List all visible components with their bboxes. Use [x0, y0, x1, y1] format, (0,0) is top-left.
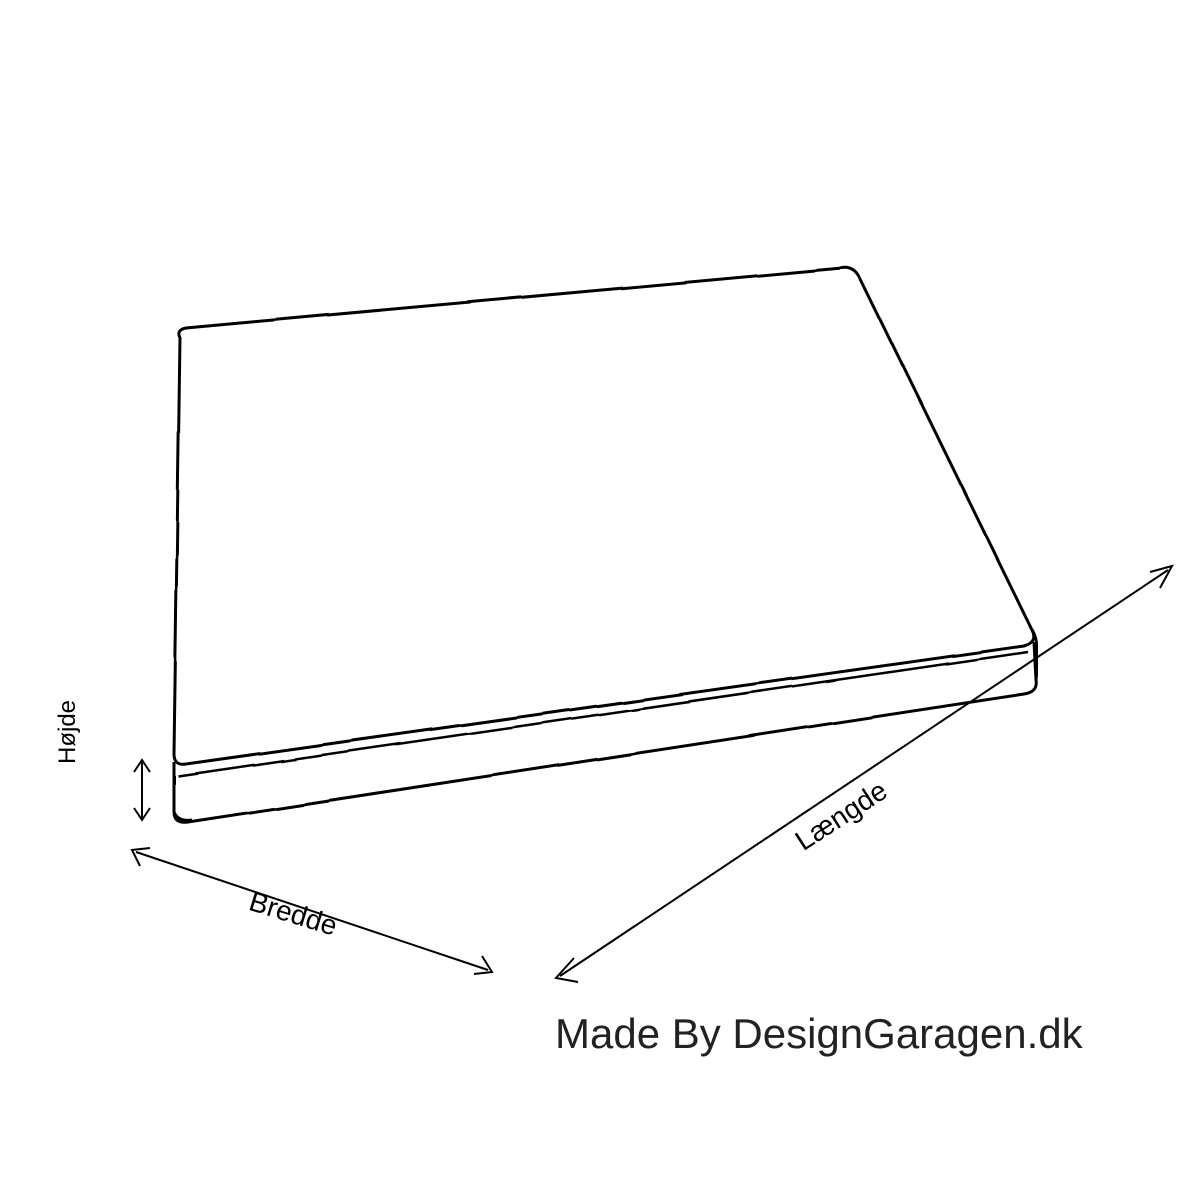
caption: Made By DesignGaragen.dk	[555, 1010, 1083, 1058]
top-face	[174, 268, 1034, 765]
length-dimension	[556, 566, 1172, 982]
height-dimension	[134, 760, 150, 820]
height-label: Højde	[54, 700, 82, 764]
diagram-stage: Højde Bredde Længde Made By DesignGarage…	[0, 0, 1200, 1200]
